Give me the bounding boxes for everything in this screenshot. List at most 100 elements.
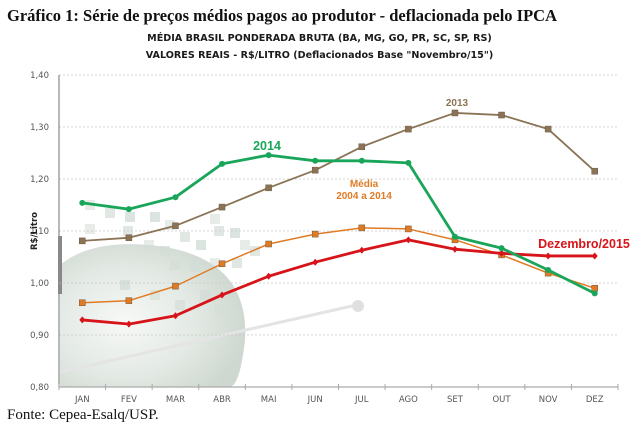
- data-point: [172, 222, 179, 230]
- source-note: Fonte: Cepea-Esalq/USP.: [7, 407, 159, 423]
- pixel-square: [230, 310, 240, 320]
- series-2013: [79, 109, 598, 245]
- pixel-square: [85, 224, 95, 234]
- data-point: [591, 284, 598, 292]
- x-tick-label: NOV: [539, 395, 558, 405]
- data-point: [545, 267, 552, 273]
- swoosh-line: [59, 304, 353, 374]
- label-media-line2: 2004 a 2014: [336, 191, 392, 202]
- data-point: [311, 230, 319, 238]
- y-tick-label: 1,30: [30, 123, 49, 133]
- axis-accent: [58, 236, 62, 294]
- data-point: [591, 252, 598, 260]
- pixel-square: [175, 300, 185, 310]
- pixel-square: [160, 246, 170, 256]
- pixel-square: [170, 260, 180, 270]
- x-tick-label: ABR: [213, 395, 231, 405]
- y-tick-label: 0,90: [30, 331, 49, 341]
- data-point: [545, 252, 552, 260]
- y-tick-label: 0,80: [30, 383, 49, 393]
- swoosh-dot: [352, 300, 364, 312]
- x-tick-label: OUT: [492, 395, 511, 405]
- data-point: [79, 299, 86, 307]
- data-point: [79, 199, 86, 206]
- data-point: [498, 111, 505, 119]
- pixel-square: [230, 228, 240, 238]
- data-point: [265, 184, 272, 192]
- data-point: [219, 291, 226, 299]
- data-point: [405, 236, 412, 244]
- pixel-square: [105, 208, 115, 218]
- data-point: [591, 167, 598, 175]
- series-m-dia-2004-a-2014: [79, 224, 598, 307]
- data-point: [405, 225, 412, 233]
- data-point: [265, 272, 272, 280]
- x-tick-label: JUN: [307, 395, 323, 405]
- pixel-square: [215, 305, 225, 315]
- series-dezembro-2015: [79, 236, 598, 328]
- data-point: [451, 109, 459, 117]
- data-point: [125, 320, 132, 328]
- chart-subtitle: VALORES REAIS - R$/LITRO (Deflacionados …: [145, 50, 494, 61]
- data-point: [405, 159, 412, 166]
- data-point: [358, 246, 365, 254]
- pixel-square: [196, 240, 206, 250]
- pixel-square: [144, 240, 154, 250]
- data-point: [358, 224, 366, 232]
- series-lines: [79, 109, 598, 328]
- pixel-square: [120, 280, 130, 290]
- y-tick-labels: 0,80 0,90 1,00 1,10 1,20 1,30 1,40: [30, 71, 49, 393]
- y-axis-label: R$/Litro: [30, 212, 40, 250]
- pixel-square: [150, 212, 160, 222]
- pixel-square: [210, 214, 220, 224]
- data-point: [79, 316, 86, 324]
- y-tick-label: 1,10: [30, 227, 49, 237]
- series-line: [82, 153, 596, 295]
- data-point: [312, 157, 319, 164]
- data-point: [218, 203, 226, 211]
- data-point: [79, 237, 86, 245]
- data-point: [265, 240, 272, 248]
- figure-caption: Gráfico 1: Série de preços médios pagos …: [7, 6, 557, 25]
- background-watermark: [58, 200, 364, 387]
- data-point: [312, 258, 319, 266]
- series-2014: [79, 152, 598, 297]
- pixel-square: [150, 290, 160, 300]
- data-point: [172, 312, 179, 320]
- label-2013: 2013: [446, 98, 469, 109]
- x-tick-label: JAN: [74, 395, 90, 405]
- data-point: [358, 143, 366, 151]
- data-point: [218, 260, 226, 268]
- data-point: [219, 160, 226, 167]
- axes: [58, 75, 619, 390]
- label-dezembro-2015: Dezembro/2015: [538, 237, 630, 251]
- data-point: [125, 234, 133, 242]
- data-point: [498, 249, 505, 257]
- data-point: [172, 282, 179, 290]
- x-tick-label: SET: [447, 395, 464, 405]
- data-point: [451, 245, 458, 253]
- series-line: [82, 227, 595, 304]
- data-point: [591, 290, 598, 297]
- data-point: [544, 125, 552, 133]
- data-point: [125, 206, 132, 213]
- label-2014: 2014: [253, 139, 281, 153]
- y-tick-label: 1,40: [30, 71, 49, 81]
- data-point: [405, 125, 412, 133]
- data-point: [311, 166, 319, 174]
- series-line: [82, 112, 596, 242]
- x-tick-label: AGO: [399, 395, 418, 405]
- pixel-square: [210, 258, 220, 268]
- pixel-square: [250, 246, 260, 256]
- pixel-square: [240, 240, 250, 250]
- x-tick-label: DEZ: [586, 395, 604, 405]
- y-tick-label: 1,00: [30, 279, 49, 289]
- pixel-square: [200, 290, 210, 300]
- data-point: [498, 245, 505, 252]
- data-point: [265, 152, 272, 159]
- x-tick-labels: JAN FEV MAR ABR MAI JUN JUL AGO SET OUT NOV DEZ: [74, 395, 604, 405]
- globe-shape: [60, 244, 246, 387]
- pixel-square: [190, 262, 200, 272]
